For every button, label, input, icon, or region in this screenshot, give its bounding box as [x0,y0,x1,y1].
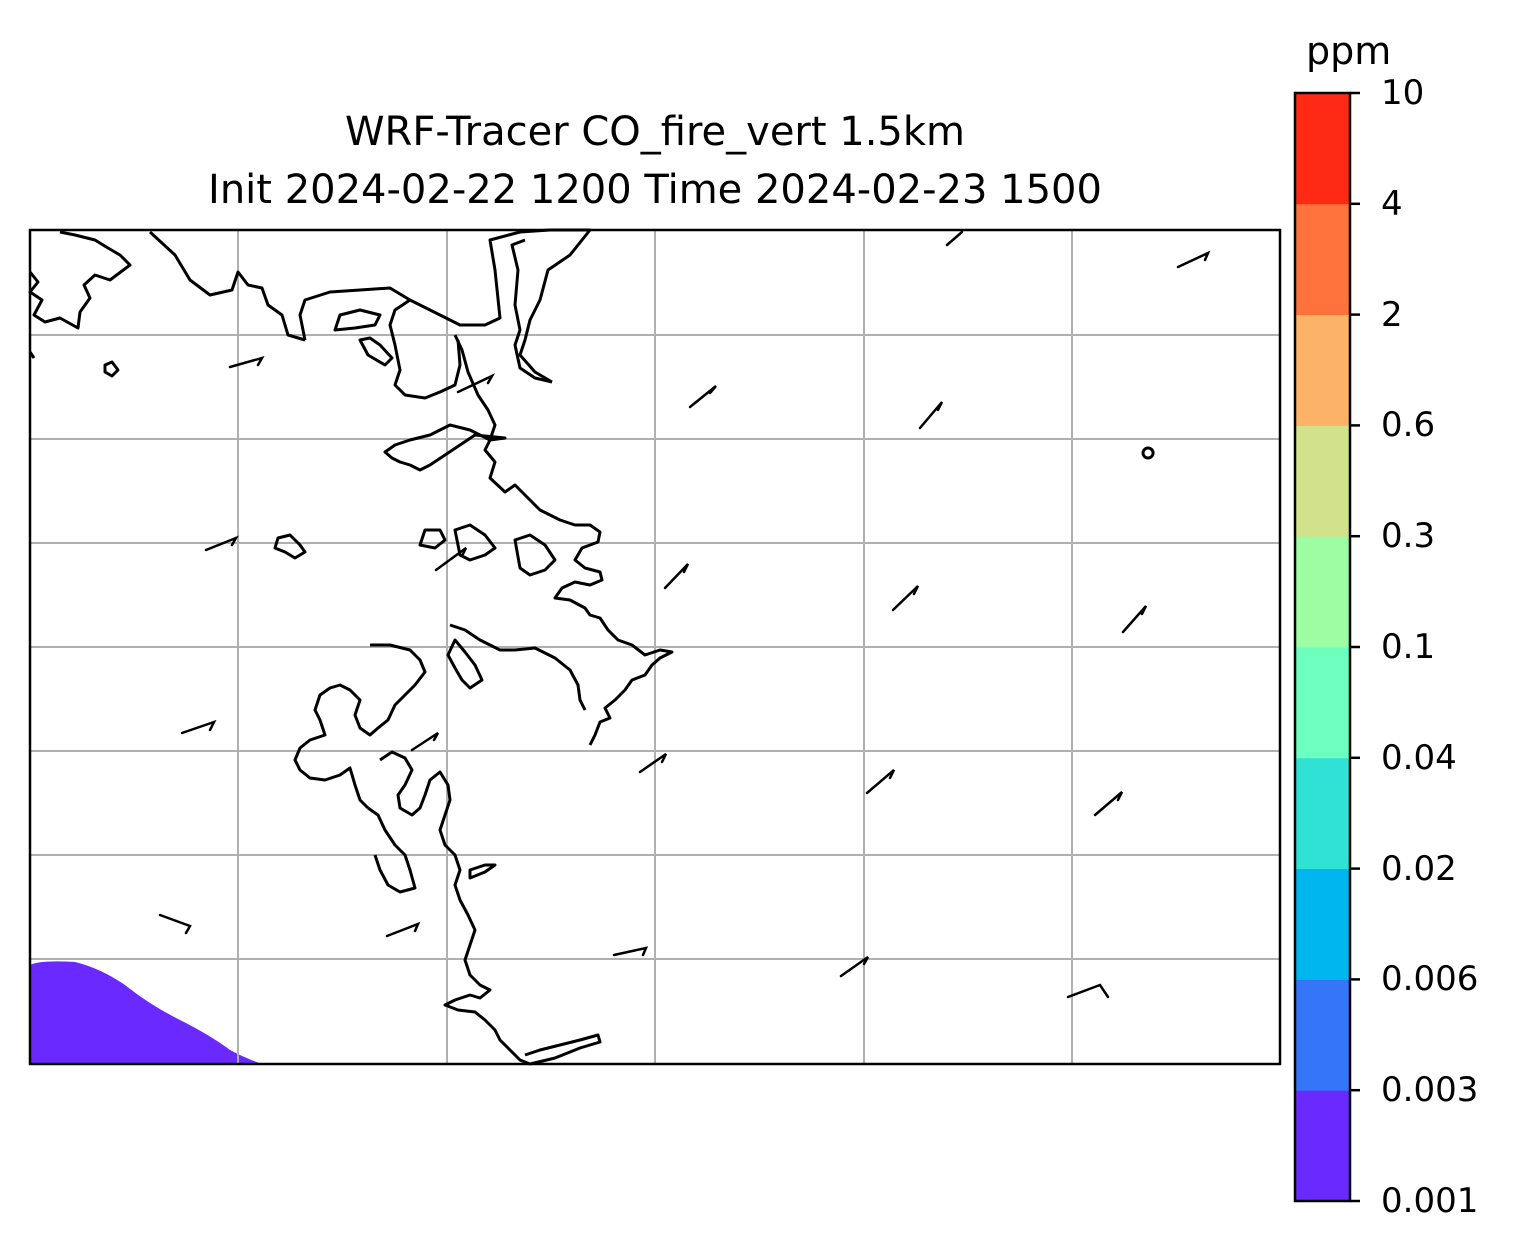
colorbar-segment [1295,868,1350,980]
colorbar-segment [1295,1090,1350,1202]
coastlines [28,228,1155,1066]
colorbar-segment [1295,979,1350,1091]
colorbar-segment [1295,536,1350,648]
colorbar-tick-label: 0.003 [1381,1070,1479,1111]
colorbar [1293,91,1360,1203]
colorbar-segment [1295,93,1350,205]
colorbar-tick-label: 0.3 [1381,516,1436,557]
wind-barbs [158,230,1211,999]
colorbar-segment [1295,647,1350,759]
colorbar-tick-label: 0.1 [1381,627,1436,667]
tracer-concentration-patch [30,961,262,1064]
colorbar-unit: ppm [1306,29,1392,73]
colorbar-segment [1295,425,1350,537]
colorbar-tick-label: 0.001 [1381,1181,1479,1221]
colorbar-tick-label: 0.02 [1381,848,1457,889]
map-frame [28,228,1282,1066]
title-line-2: Init 2024-02-22 1200 Time 2024-02-23 150… [208,167,1102,213]
map-panel [28,228,1282,1066]
gridlines [30,230,1280,1064]
colorbar-tick-label: 4 [1381,183,1403,224]
colorbar-tick-label: 2 [1381,294,1403,335]
title-line-1: WRF-Tracer CO_fire_vert 1.5km [344,109,966,155]
colorbar-segment [1295,203,1350,316]
colorbar-segment [1295,314,1350,426]
colorbar-tick-label: 0.6 [1381,405,1436,446]
colorbar-tick-label: 10 [1381,73,1425,113]
colorbar-tick-label: 0.006 [1381,959,1479,1000]
colorbar-segment [1295,757,1350,870]
colorbar-tick-label: 0.04 [1381,737,1457,778]
